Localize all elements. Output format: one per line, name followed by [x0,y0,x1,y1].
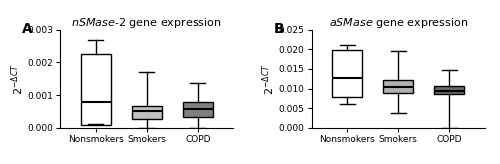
Y-axis label: $2^{-\Delta CT}$: $2^{-\Delta CT}$ [260,63,278,95]
Title: $\mathit{nSMase\text{-}2}$ gene expression: $\mathit{nSMase\text{-}2}$ gene expressi… [72,16,222,30]
PathPatch shape [434,86,464,94]
PathPatch shape [81,54,110,125]
Title: $\mathit{aSMase}$ gene expression: $\mathit{aSMase}$ gene expression [328,16,468,30]
Text: B: B [274,22,284,36]
PathPatch shape [132,106,162,119]
PathPatch shape [332,50,362,97]
Y-axis label: $2^{-\Delta CT}$: $2^{-\Delta CT}$ [9,63,26,95]
PathPatch shape [384,80,413,93]
Text: A: A [22,22,32,36]
PathPatch shape [183,102,212,117]
